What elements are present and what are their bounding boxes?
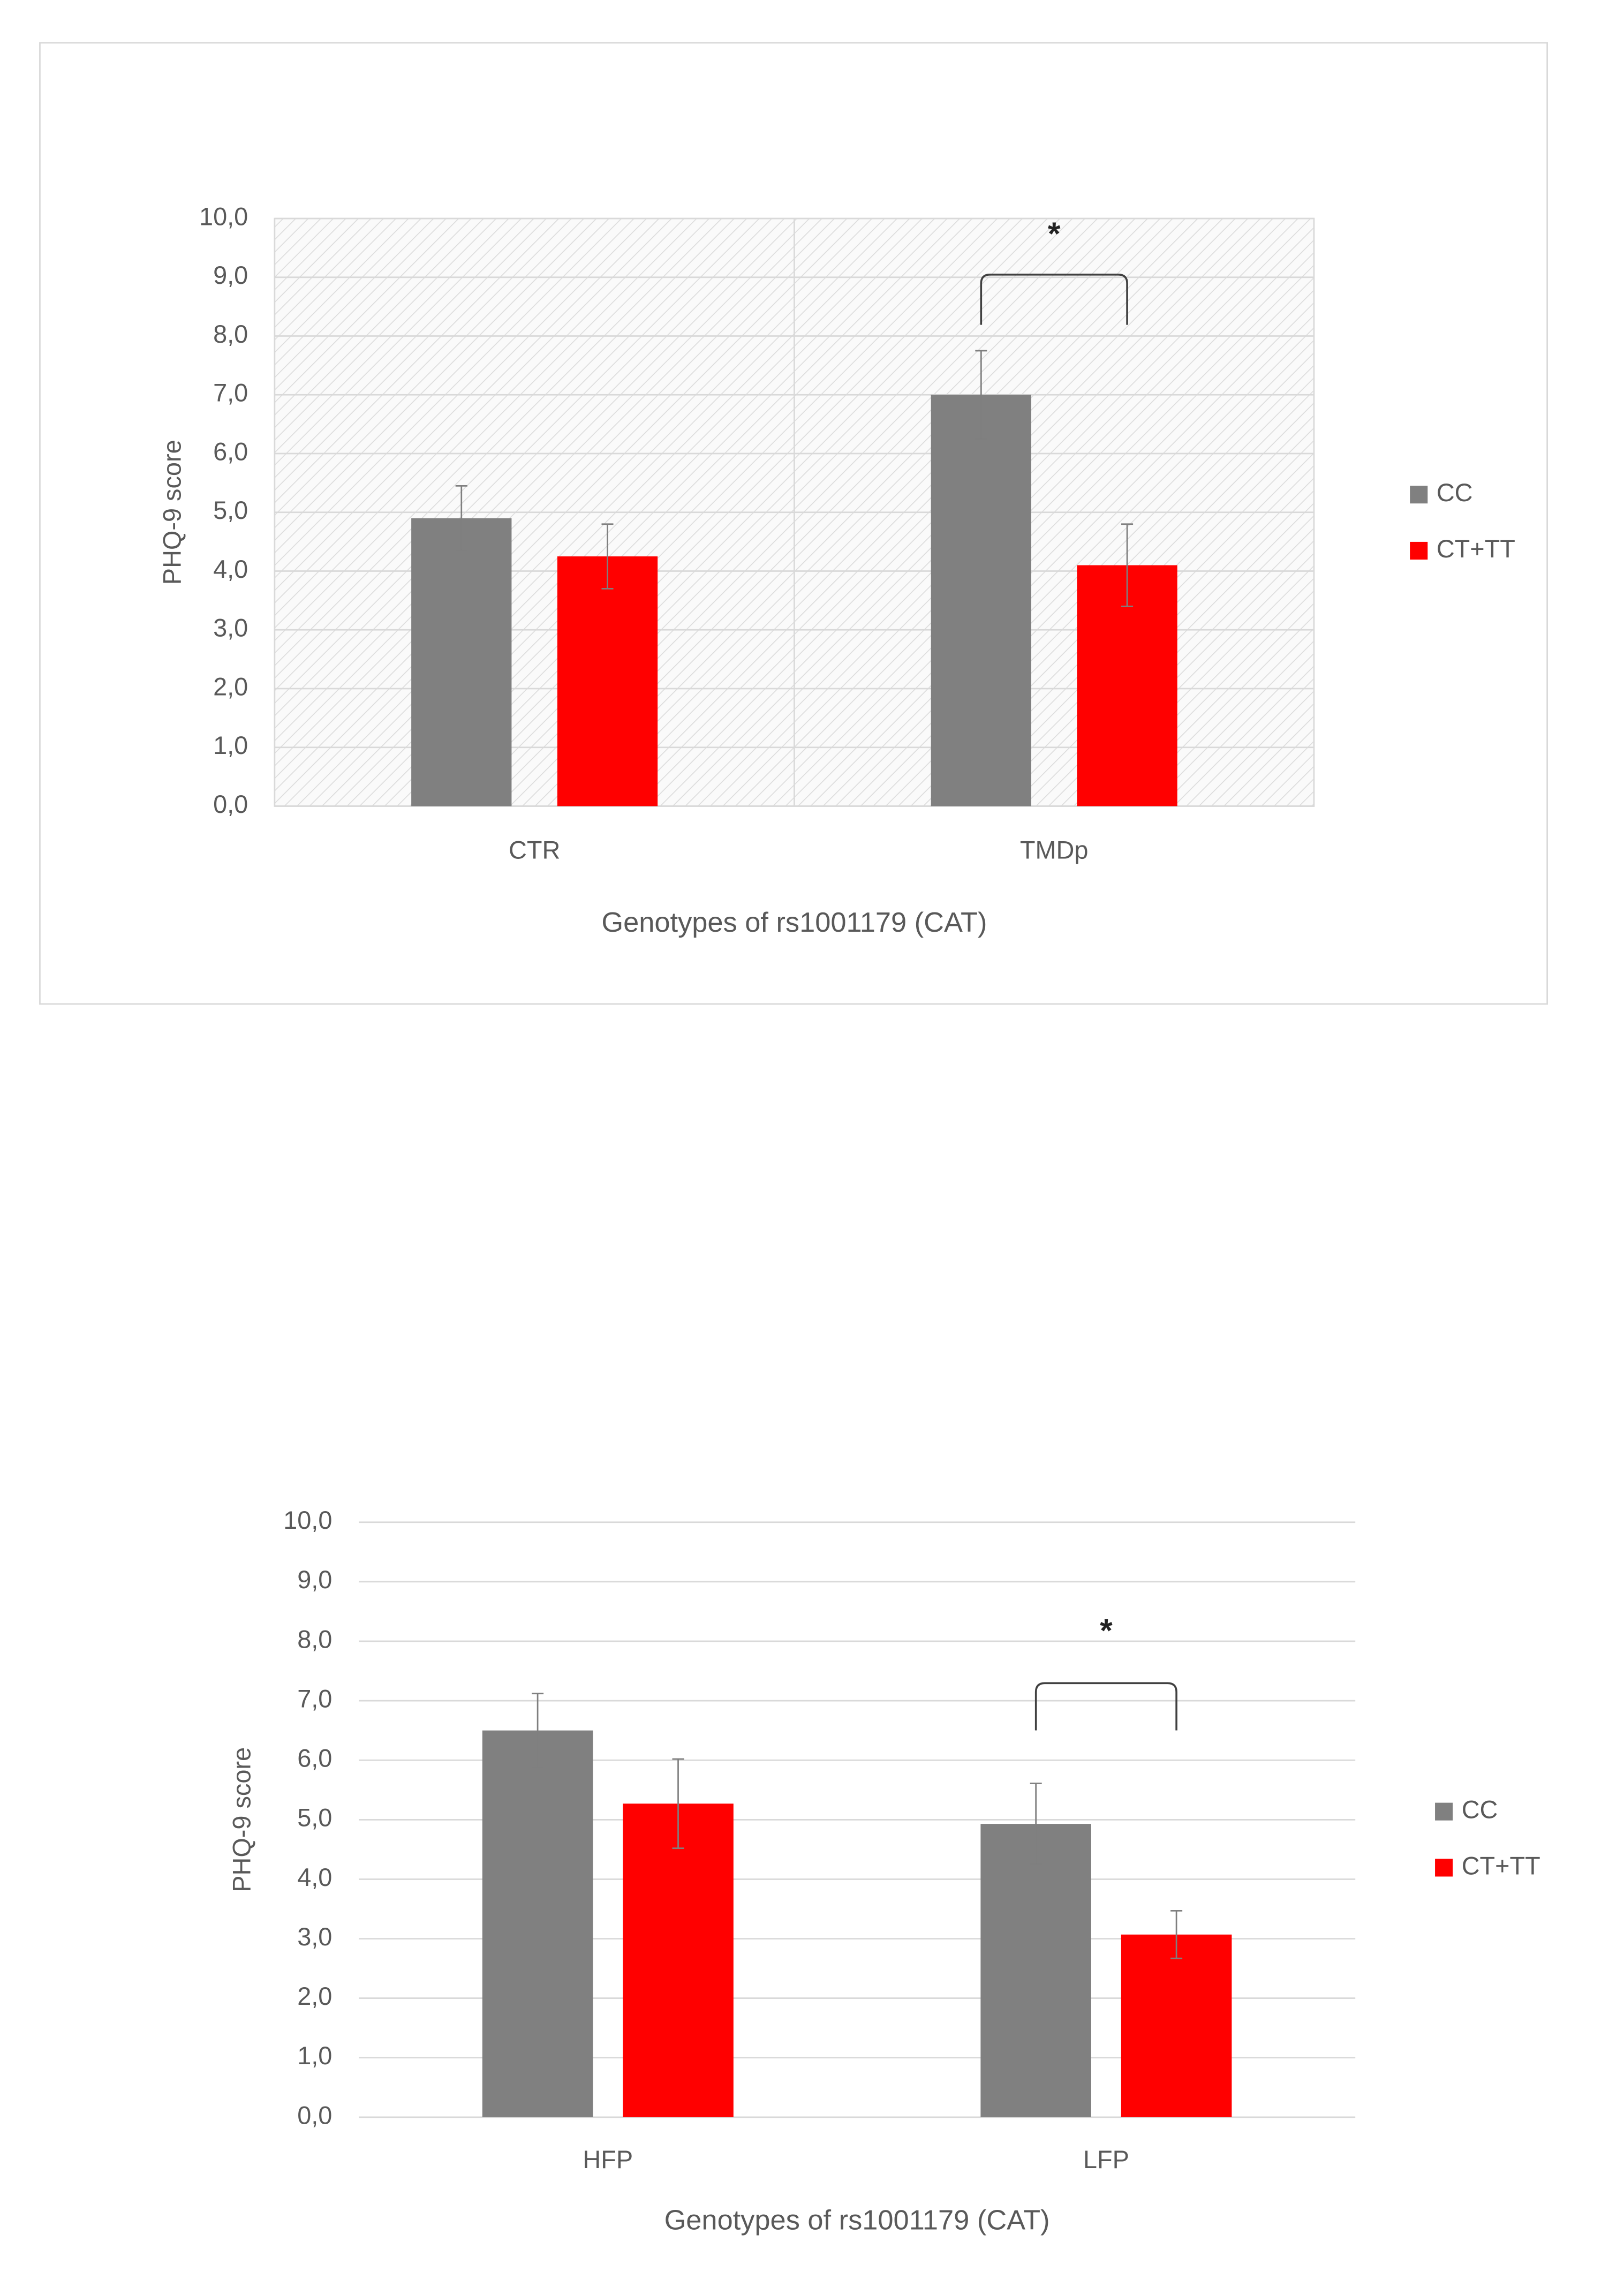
error-bar <box>455 485 467 552</box>
y-tick-label: 1,0 <box>213 731 248 759</box>
y-tick-label: 9,0 <box>297 1566 332 1594</box>
bar <box>980 1824 1091 2117</box>
legend-label: CC <box>1437 479 1473 507</box>
y-tick-label: 8,0 <box>213 320 248 348</box>
y-tick-label: 6,0 <box>213 437 248 465</box>
bar <box>557 556 658 806</box>
y-tick-label: 2,0 <box>213 673 248 700</box>
x-tick-label: TMDp <box>1020 836 1089 864</box>
legend-label: CC <box>1462 1796 1498 1824</box>
y-tick-label: 2,0 <box>297 1982 332 2010</box>
y-tick-label: 0,0 <box>213 790 248 818</box>
legend-swatch <box>1435 1859 1453 1877</box>
y-tick-label: 7,0 <box>213 379 248 407</box>
y-tick-label: 9,0 <box>213 261 248 289</box>
y-tick-label: 7,0 <box>297 1685 332 1712</box>
y-tick-label: 1,0 <box>297 2042 332 2070</box>
y-tick-label: 5,0 <box>213 496 248 524</box>
x-axis-title: Genotypes of rs1001179 (CAT) <box>664 2205 1050 2236</box>
error-bar <box>1030 1783 1042 1866</box>
legend-swatch <box>1435 1802 1453 1821</box>
bar <box>411 518 512 806</box>
error-bar <box>1170 1909 1183 1959</box>
legend-label: CT+TT <box>1437 535 1515 563</box>
y-tick-label: 0,0 <box>297 2101 332 2129</box>
legend-swatch <box>1410 486 1428 504</box>
y-tick-label: 5,0 <box>297 1804 332 1832</box>
y-tick-label: 4,0 <box>213 555 248 583</box>
y-axis-title: PHQ-9 score <box>158 440 186 585</box>
error-bar <box>672 1758 684 1850</box>
y-axis-title: PHQ-9 score <box>228 1747 255 1892</box>
significance-bracket <box>1034 1682 1177 1731</box>
error-bar <box>975 350 987 440</box>
y-tick-label: 10,0 <box>283 1506 332 1534</box>
significance-bracket <box>980 274 1128 325</box>
bar <box>623 1803 734 2117</box>
x-tick-label: HFP <box>583 2146 633 2173</box>
y-tick-label: 10,0 <box>199 202 248 230</box>
bar <box>482 1730 593 2117</box>
y-tick-label: 3,0 <box>213 614 248 642</box>
y-tick-label: 6,0 <box>297 1745 332 1772</box>
x-tick-label: LFP <box>1083 2146 1129 2173</box>
error-bar <box>1121 523 1134 607</box>
error-bar <box>532 1693 544 1768</box>
y-tick-label: 8,0 <box>297 1625 332 1653</box>
y-tick-label: 4,0 <box>297 1863 332 1891</box>
bar <box>931 395 1031 806</box>
error-bar <box>601 523 614 590</box>
legend-swatch <box>1410 541 1428 560</box>
legend-label: CT+TT <box>1462 1852 1540 1880</box>
y-tick-label: 3,0 <box>297 1923 332 1951</box>
annotation: * <box>1100 1612 1113 1649</box>
x-axis-title: Genotypes of rs1001179 (CAT) <box>601 907 987 938</box>
x-tick-label: CTR <box>509 836 560 864</box>
bar <box>1121 1934 1232 2117</box>
chart-border <box>39 42 1548 1005</box>
annotation: * <box>1048 215 1061 252</box>
